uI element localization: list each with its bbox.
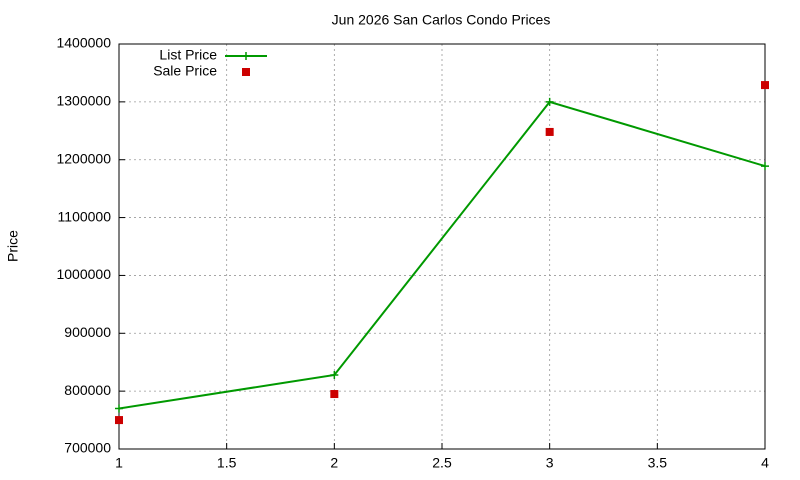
y-axis-label: Price	[5, 230, 21, 262]
y-tick-label: 900000	[64, 324, 111, 340]
legend-label: Sale Price	[153, 63, 217, 79]
legend-label: List Price	[159, 47, 217, 63]
y-tick-label: 1300000	[56, 93, 111, 109]
point-marker	[545, 97, 554, 106]
x-tick-label: 3.5	[648, 455, 668, 471]
point-marker	[545, 127, 554, 136]
point-marker	[115, 404, 123, 413]
legend-marker	[242, 68, 250, 76]
x-tick-label: 2	[330, 455, 338, 471]
point-marker	[761, 81, 769, 90]
x-tick-label: 4	[761, 455, 769, 471]
x-tick-label: 2.5	[432, 455, 452, 471]
y-tick-label: 1000000	[56, 266, 111, 282]
y-tick-label: 800000	[64, 382, 111, 398]
plot-frame	[118, 43, 766, 450]
x-tick-label: 1.5	[217, 455, 237, 471]
y-tick-label: 1400000	[56, 35, 111, 51]
point-marker	[115, 416, 123, 425]
x-tick-label: 1	[115, 455, 123, 471]
y-tick-label: 700000	[64, 440, 111, 456]
point-marker	[761, 162, 769, 171]
x-tick-label: 3	[546, 455, 554, 471]
y-tick-label: 1100000	[58, 208, 112, 224]
y-tick-label: 1200000	[56, 150, 111, 166]
series-line	[118, 100, 766, 410]
chart-title: Jun 2026 San Carlos Condo Prices	[332, 12, 551, 28]
point-marker	[330, 370, 339, 379]
legend-marker	[242, 52, 250, 60]
point-marker	[330, 390, 339, 399]
